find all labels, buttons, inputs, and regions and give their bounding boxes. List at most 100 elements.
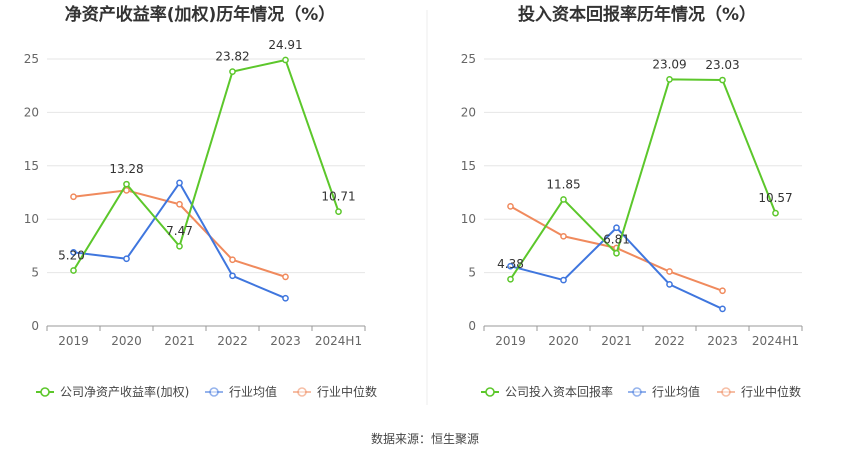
roic-point-company [666,76,673,83]
roe-x-tick-label: 2020 [111,334,142,348]
roe-data-label: 5.20 [58,248,85,262]
roic-point-industry_median [719,287,726,295]
roe-x-tick-label: 2022 [217,334,248,348]
roe-x-tick-label: 2023 [270,334,301,348]
roic-point-company [560,196,567,203]
roic-y-tick-label: 0 [468,319,476,333]
roic-chart: 投入资本回报率历年情况（%） 0 5 10 15 20 25 2019 2020 2021 202… [461,4,803,399]
legend-marker-icon [632,387,642,397]
roic-x-tick-label: 2020 [548,334,579,348]
roic-series [507,76,779,313]
roic-chart-title: 投入资本回报率历年情况（%） [518,4,756,25]
legend-marker-icon [297,387,307,397]
legend-marker-icon [209,387,219,397]
roe-point-company [229,68,236,75]
roic-data-label: 4.38 [497,257,524,271]
roe-data-label: 7.47 [166,224,193,238]
roic-data-label: 23.09 [652,57,686,71]
roe-chart-title: 净资产收益率(加权)历年情况（%） [65,4,336,25]
roe-point-company [282,56,289,64]
roe-legend-item-industry_median[interactable]: 行业中位数 [293,384,377,399]
roe-y-tick-label: 25 [24,52,39,66]
roic-point-industry_median [666,268,673,275]
roic-y-tick-label: 5 [468,266,476,280]
roic-series-line-company [509,78,777,280]
roe-data-label: 24.91 [268,38,302,52]
roe-legend-item-company[interactable]: 公司净资产收益率(加权) [36,384,189,399]
legend-label: 行业中位数 [741,384,801,399]
roe-chart: 净资产收益率(加权)历年情况（%） 0 5 10 15 20 25 2019 2020 2021… [24,4,377,399]
roe-data-label: 23.82 [215,50,249,64]
roe-data-labels: 5.20 13.28 7.47 23.82 24.91 10.71 [58,38,356,263]
roe-legend-item-industry_avg[interactable]: 行业均值 [205,384,277,399]
legend-label: 行业均值 [652,384,700,399]
source-note: 数据来源：恒生聚源 [371,431,479,446]
roe-point-industry_median [176,200,183,208]
roic-x-tick-label: 2019 [495,334,526,348]
roe-legend[interactable]: 公司净资产收益率(加权) 行业均值 行业中位数 [36,384,377,399]
roic-point-industry_avg [666,280,673,288]
legend-marker-icon [485,387,495,397]
legend-label: 行业中位数 [317,384,377,399]
legend-label: 行业均值 [229,384,277,399]
roe-point-company [123,180,130,188]
roe-y-tick-label: 15 [24,159,39,173]
roe-series-line-company [72,58,340,271]
roic-y-tick-label: 25 [461,52,476,66]
roe-point-industry_avg [123,255,130,263]
roic-point-company [507,275,514,283]
roic-data-label: 10.57 [758,191,792,205]
roe-point-industry_avg [70,248,77,256]
roe-point-industry_avg [229,272,236,280]
roic-legend-item-industry_median[interactable]: 行业中位数 [717,384,801,399]
roic-x-tick-label: 2021 [601,334,632,348]
roic-y-tick-label: 10 [461,212,476,226]
roe-point-industry_avg [176,179,183,187]
roe-point-company [176,242,183,250]
roe-y-tick-label: 10 [24,212,39,226]
roic-point-company [772,209,779,217]
roe-point-company [335,208,342,215]
roe-x-tick-label: 2021 [164,334,195,348]
roic-point-industry_avg [507,262,514,270]
legend-label: 公司净资产收益率(加权) [60,384,189,399]
roic-point-industry_median [507,203,514,210]
roe-grid [47,58,365,274]
roe-series [70,56,342,302]
roe-y-tick-label: 0 [31,319,39,333]
roic-point-company [613,249,620,257]
roe-data-label: 13.28 [109,162,143,176]
roe-x-tick-label: 2024H1 [315,334,362,348]
roe-data-label: 10.71 [321,190,355,204]
legend-marker-icon [40,387,50,397]
roic-point-industry_avg [560,276,567,284]
roic-point-industry_median [560,232,567,240]
roe-y-tick-label: 5 [31,266,39,280]
roe-point-industry_avg [282,294,289,302]
roic-data-label: 6.81 [603,232,630,246]
roe-x-tick-label: 2019 [58,334,89,348]
roic-x-tick-label: 2024H1 [752,334,799,348]
roe-point-industry_median [123,187,130,194]
roe-point-industry_median [282,273,289,281]
legend-marker-icon [721,387,731,397]
roic-legend-item-industry_avg[interactable]: 行业均值 [628,384,700,399]
roic-x-tick-label: 2023 [707,334,738,348]
roic-data-label: 11.85 [546,177,580,191]
roe-series-line-industry_avg [73,181,286,300]
roe-point-industry_median [229,256,236,264]
roic-legend[interactable]: 公司投入资本回报率 行业均值 行业中位数 [481,384,801,399]
roe-y-tick-label: 20 [24,105,39,119]
roic-axes: 0 5 10 15 20 25 2019 2020 2021 2022 2023 2024H1 [461,52,803,348]
roic-point-company [719,76,726,84]
roic-legend-item-company[interactable]: 公司投入资本回报率 [481,384,613,399]
roic-point-industry_avg [613,224,620,232]
roe-axes: 0 5 10 15 20 25 2019 2020 2021 2022 2023 2024H1 [24,52,366,348]
roic-y-tick-label: 20 [461,105,476,119]
roe-point-company [70,267,77,274]
roic-point-industry_avg [719,305,726,313]
roic-data-label: 23.03 [705,58,739,72]
legend-label: 公司投入资本回报率 [505,384,613,399]
roic-data-labels: 4.38 11.85 6.81 23.09 23.03 10.57 [497,57,793,271]
